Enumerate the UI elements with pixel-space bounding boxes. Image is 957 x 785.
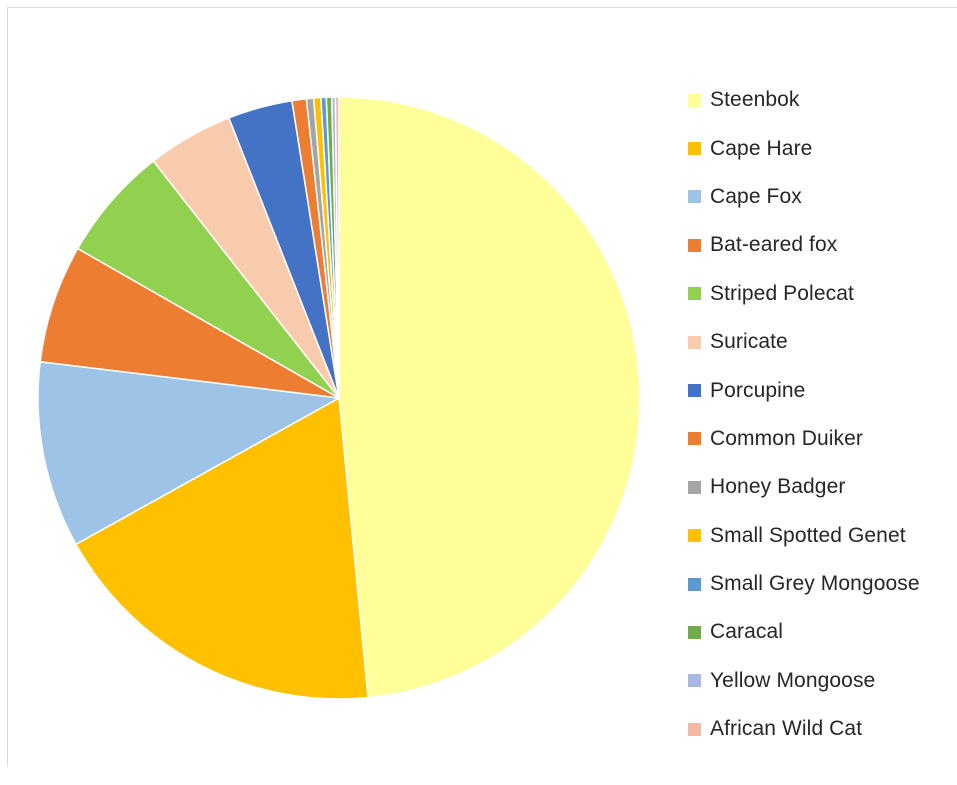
pie-chart [37,96,641,700]
legend-item: Porcupine [688,366,920,414]
legend-label: Cape Hare [710,136,813,160]
legend-item: Small Spotted Genet [688,512,920,560]
legend-label: Yellow Mongoose [710,668,876,692]
legend-swatch [688,529,701,543]
legend-swatch [688,287,701,301]
legend-label: Suricate [710,330,788,354]
legend-label: Striped Polecat [710,281,854,305]
legend-swatch [688,238,701,252]
legend-item: Striped Polecat [688,270,920,318]
legend-swatch [688,190,701,204]
legend-label: Common Duiker [710,426,864,450]
legend-swatch [688,384,701,398]
pie-slice-cape-hare [75,397,369,700]
legend-item: African Wild Cat [688,705,920,753]
legend-swatch [688,480,701,494]
legend-swatch [688,674,701,688]
legend-label: Small Spotted Genet [710,523,906,547]
legend-item: Caracal [688,608,920,656]
legend-item: Steenbok [688,76,920,124]
legend-label: African Wild Cat [710,717,863,741]
pie-slice-steenbok [338,96,641,699]
pie-slice-bat-eared-fox [39,247,340,399]
legend-item: Honey Badger [688,463,920,511]
chart-area: Steenbok Cape Hare Cape Fox Bat-eared fox St… [7,7,957,767]
legend-swatch [688,142,701,156]
pie-slice-cape-fox [37,360,340,546]
legend-swatch [688,577,701,591]
legend-label: Cape Fox [710,184,802,208]
legend-item: Cape Fox [688,173,920,221]
legend-swatch [688,93,701,107]
legend-item: Suricate [688,318,920,366]
legend-item: Cape Hare [688,124,920,172]
legend-swatch [688,432,701,446]
legend-swatch [688,625,701,639]
legend-item: Common Duiker [688,415,920,463]
chart-legend: Steenbok Cape Hare Cape Fox Bat-eared fox St… [688,76,920,753]
legend-swatch [688,335,701,349]
pie-slice-african-wild-cat [334,96,340,399]
legend-label: Caracal [710,620,784,644]
legend-item: Small Grey Mongoose [688,560,920,608]
legend-label: Bat-eared fox [710,233,838,257]
legend-label: Steenbok [710,88,800,112]
legend-item: Bat-eared fox [688,221,920,269]
pie-slice-striped-polecat [76,160,340,399]
legend-label: Porcupine [710,378,806,402]
legend-swatch [688,722,701,736]
legend-label: Small Grey Mongoose [710,572,920,596]
legend-item: Yellow Mongoose [688,657,920,705]
legend-label: Honey Badger [710,475,846,499]
